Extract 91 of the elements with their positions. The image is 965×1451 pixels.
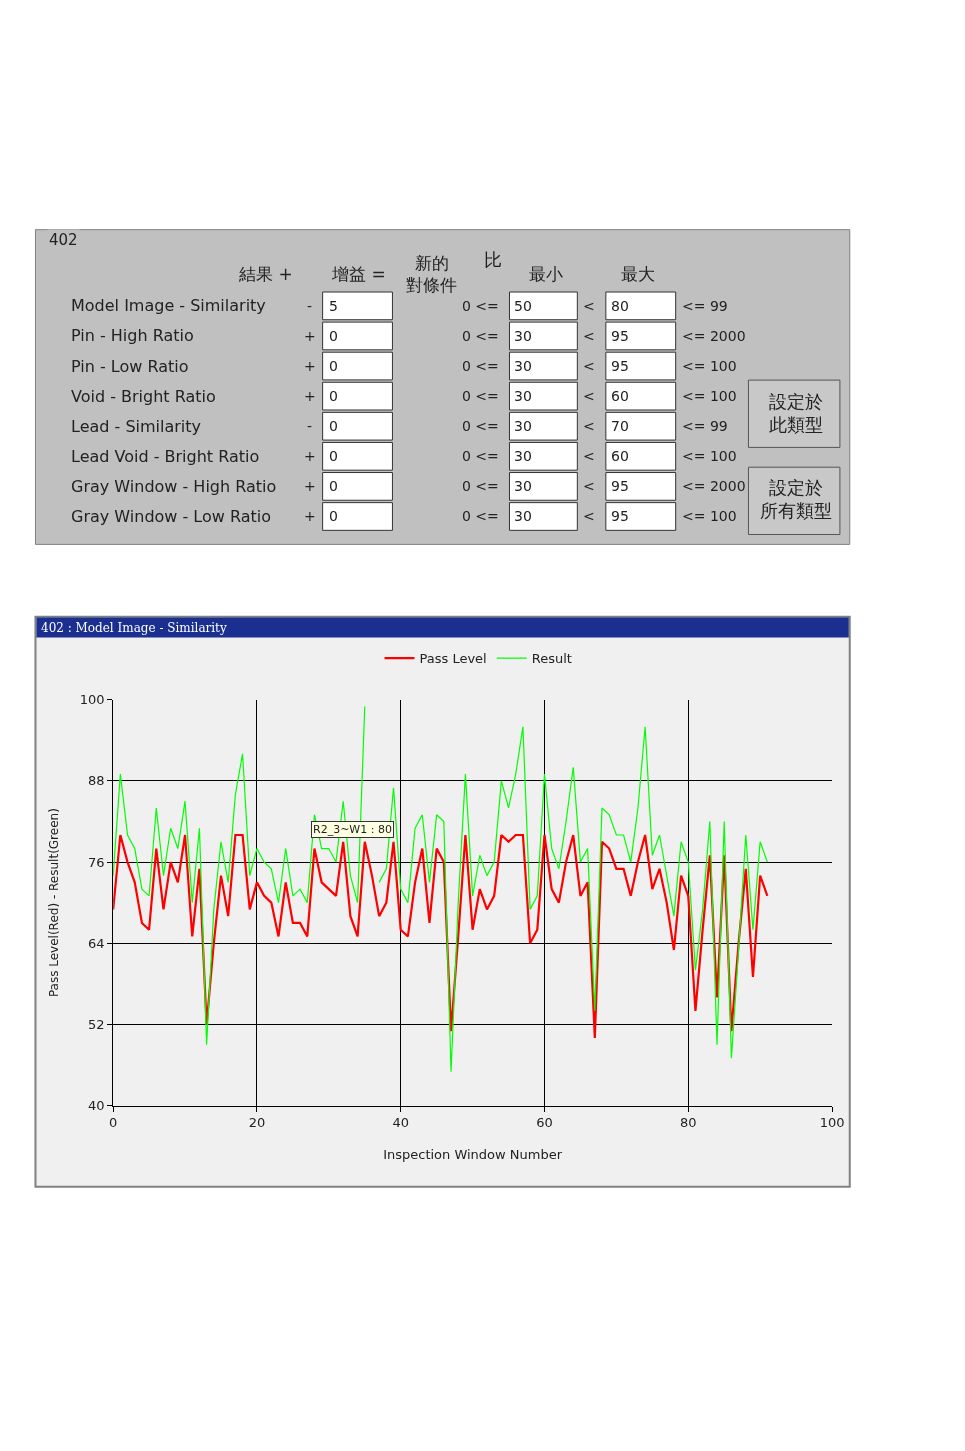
- text: 比: [484, 249, 502, 270]
- text: 0 <=: [462, 328, 499, 344]
- y-tick-label: 100: [79, 692, 105, 708]
- text: 30: [514, 358, 532, 374]
- text: <: [583, 508, 595, 524]
- category-label: 增益 =: [331, 264, 386, 284]
- text: 50: [514, 298, 532, 314]
- text: 0 <=: [462, 298, 499, 314]
- text: <= 100: [682, 358, 737, 374]
- text: 0: [329, 388, 338, 404]
- chart-title: 402 : Model Image - Similarity: [41, 621, 227, 635]
- text: <: [583, 328, 595, 344]
- text: +: [304, 448, 316, 464]
- text: <= 100: [682, 508, 737, 524]
- y-tick-label: 88: [88, 773, 105, 789]
- text: +: [304, 358, 316, 374]
- category-label: 最大: [621, 264, 655, 284]
- category-label: Lead Void - Bright Ratio: [71, 447, 260, 466]
- x-axis-title: Inspection Window Number: [383, 1146, 563, 1162]
- category-label: 最小: [529, 264, 563, 284]
- text: <: [583, 448, 595, 464]
- category-label: 新的對條件: [406, 253, 457, 296]
- text: +: [304, 478, 316, 494]
- category-label: Lead - Similarity: [71, 417, 202, 436]
- text: 30: [514, 418, 532, 434]
- text: 0: [329, 328, 338, 344]
- text: <= 100: [682, 448, 737, 464]
- text: <= 99: [682, 418, 728, 434]
- text: <= 100: [682, 388, 737, 404]
- text: <: [583, 418, 595, 434]
- text: 95: [611, 358, 629, 374]
- y-tick-label: 40: [88, 1098, 105, 1114]
- x-tick-label: 80: [679, 1115, 697, 1131]
- category-label: Model Image - Similarity: [71, 296, 266, 315]
- x-tick-label: 100: [819, 1115, 845, 1131]
- y-tick-label: 76: [88, 854, 105, 870]
- text: -: [307, 298, 313, 314]
- text: 0: [329, 418, 338, 434]
- category-label: Void - Bright Ratio: [71, 387, 216, 406]
- text: 95: [611, 478, 629, 494]
- text: 設定於所有類型: [760, 477, 832, 522]
- x-tick-label: 20: [248, 1115, 266, 1131]
- text: 0: [329, 508, 338, 524]
- text: 402: [49, 231, 78, 249]
- category-label: Gray Window - High Ratio: [71, 477, 277, 496]
- text: 設定於此類型: [769, 391, 823, 436]
- text: +: [304, 328, 316, 344]
- text: 0 <=: [462, 508, 499, 524]
- text: 70: [611, 418, 629, 434]
- text: 95: [611, 508, 629, 524]
- text: -: [307, 418, 313, 434]
- text: 0 <=: [462, 358, 499, 374]
- text: <: [583, 478, 595, 494]
- x-tick-label: 60: [536, 1115, 553, 1131]
- legend-label: Pass Level: [419, 651, 487, 667]
- text: 30: [514, 508, 532, 524]
- y-tick-label: 64: [88, 935, 105, 951]
- text: 0: [329, 478, 338, 494]
- text: 0 <=: [462, 448, 499, 464]
- text: 95: [611, 328, 629, 344]
- y-axis-title: Pass Level(Red) - Result(Green): [47, 808, 62, 998]
- text: 0 <=: [462, 478, 499, 494]
- text: 0 <=: [462, 388, 499, 404]
- category-label: Pin - High Ratio: [71, 326, 194, 345]
- text: 80: [611, 298, 629, 314]
- text: 60: [611, 448, 629, 464]
- text: 0 <=: [462, 418, 499, 434]
- legend-label: Result: [531, 651, 572, 667]
- text: 30: [514, 448, 532, 464]
- x-tick-label: 40: [392, 1115, 409, 1131]
- category-label: 結果 +: [238, 264, 293, 284]
- text: 30: [514, 388, 532, 404]
- text: 0: [329, 448, 338, 464]
- text: 5: [329, 298, 338, 314]
- text: 0: [329, 358, 338, 374]
- text: <: [583, 298, 595, 314]
- text: <= 2000: [682, 328, 746, 344]
- text: +: [304, 508, 316, 524]
- category-label: Pin - Low Ratio: [71, 357, 189, 376]
- y-tick-label: 52: [88, 1016, 105, 1032]
- category-label: Gray Window - Low Ratio: [71, 507, 272, 526]
- x-tick-label: 0: [109, 1115, 118, 1131]
- text: 30: [514, 478, 532, 494]
- text: +: [304, 388, 316, 404]
- text: <= 2000: [682, 478, 746, 494]
- text: <= 99: [682, 298, 728, 314]
- text: 60: [611, 388, 629, 404]
- text: <: [583, 358, 595, 374]
- text: <: [583, 388, 595, 404]
- text: 30: [514, 328, 532, 344]
- annotation: R2_3~W1 : 80: [313, 823, 392, 836]
